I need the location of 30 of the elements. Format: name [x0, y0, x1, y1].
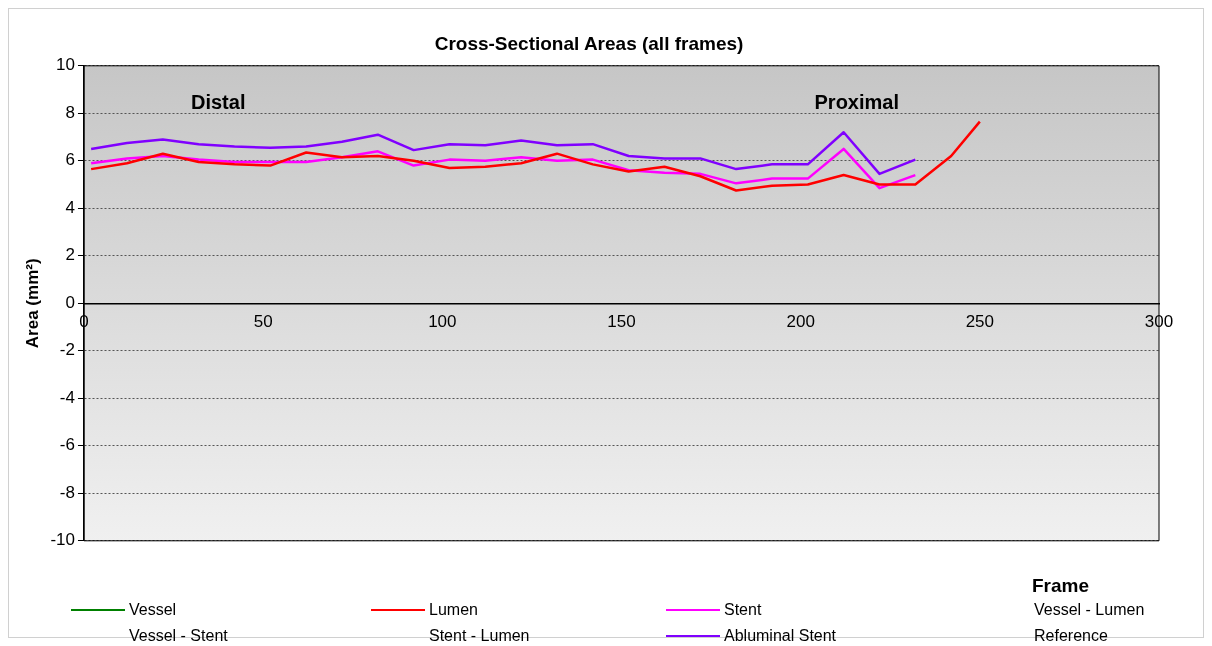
y-tick-label: -6	[59, 435, 75, 455]
x-tick-label: 250	[965, 312, 995, 332]
y-tick-label: 6	[65, 150, 75, 170]
y-tick-label: -8	[59, 482, 75, 502]
chart-title: Cross-Sectional Areas (all frames)	[434, 32, 744, 54]
legend-label: Lumen	[429, 601, 478, 619]
x-tick-label: 200	[786, 312, 815, 332]
y-tick-label: 10	[56, 55, 75, 75]
annotation: Proximal	[814, 91, 899, 114]
legend-label: Abluminal Stent	[724, 627, 837, 645]
x-tick-label: 150	[607, 312, 636, 332]
y-tick-label: -4	[59, 387, 75, 407]
x-axis-title: Frame	[1032, 575, 1090, 597]
legend-label: Stent	[724, 601, 762, 619]
annotation: Distal	[191, 91, 246, 114]
y-axis-title: Area (mm²)	[22, 258, 42, 349]
x-tick-label: 300	[1144, 312, 1174, 332]
text: Stent - Lumen	[429, 627, 530, 645]
legend-label: Vessel	[129, 601, 177, 619]
text: Reference	[1034, 627, 1108, 645]
y-tick-label: 4	[65, 197, 75, 217]
y-tick-label: -10	[50, 530, 75, 550]
text: Vessel - Stent	[129, 627, 228, 645]
y-tick-label: 0	[65, 292, 75, 312]
y-tick-label: 8	[65, 102, 75, 122]
y-tick-label: -2	[59, 340, 75, 360]
y-tick-label: 2	[65, 245, 75, 265]
x-tick-label: 50	[253, 312, 273, 332]
text: Vessel - Lumen	[1034, 601, 1145, 619]
x-tick-label: 100	[428, 312, 457, 332]
